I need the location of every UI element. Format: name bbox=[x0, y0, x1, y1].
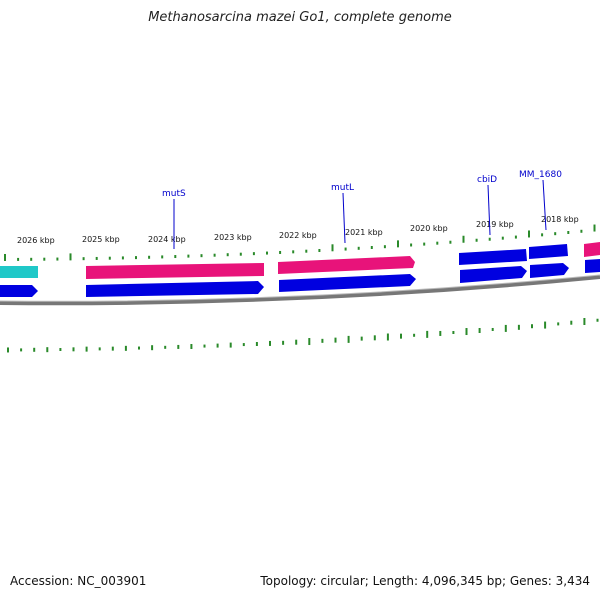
forward-gene-feature bbox=[584, 242, 600, 257]
kbp-label: 2020 kbp bbox=[410, 224, 448, 233]
kbp-label: 2021 kbp bbox=[345, 228, 383, 237]
gc-skew-ticks bbox=[7, 317, 599, 353]
reverse-strand-track bbox=[0, 244, 600, 297]
scale-ticks bbox=[4, 224, 596, 261]
kbp-label: 2023 kbp bbox=[214, 233, 252, 242]
forward-gene-feature bbox=[278, 256, 415, 274]
gene-label-leader bbox=[487, 184, 491, 236]
genome-backbone bbox=[0, 275, 600, 306]
gene-label: mutS bbox=[162, 189, 186, 199]
gene-label: cbiD bbox=[477, 175, 497, 185]
forward-gene-feature bbox=[86, 263, 264, 279]
accession-text: Accession: NC_003901 bbox=[10, 574, 147, 588]
gene-label: MM_1680 bbox=[519, 170, 562, 180]
kbp-label: 2019 kbp bbox=[476, 220, 514, 229]
reverse-gene-feature bbox=[530, 263, 569, 278]
kbp-label: 2025 kbp bbox=[82, 235, 120, 244]
reverse-gene-feature bbox=[279, 274, 416, 292]
kbp-label: 2026 kbp bbox=[17, 236, 55, 245]
gene-label: mutL bbox=[331, 183, 354, 193]
gene-label-leader bbox=[342, 192, 346, 244]
kbp-label: 2022 kbp bbox=[279, 231, 317, 240]
reverse-gene-feature bbox=[86, 281, 264, 297]
reverse-gene-feature bbox=[460, 266, 527, 283]
reverse-gene-feature bbox=[585, 259, 600, 273]
genome-stats-text: Topology: circular; Length: 4,096,345 bp… bbox=[260, 574, 590, 588]
gene-labels: mutS mutL cbiD MM_1680 bbox=[162, 170, 562, 249]
reverse-gene-feature bbox=[459, 249, 527, 265]
reverse-gene-feature bbox=[0, 285, 38, 297]
kbp-label: 2018 kbp bbox=[541, 215, 579, 224]
rna-gene-feature bbox=[0, 266, 38, 278]
map-title: Methanosarcina mazei Go1, complete genom… bbox=[148, 10, 452, 25]
forward-strand-track bbox=[0, 242, 600, 279]
reverse-gene-feature bbox=[529, 244, 568, 259]
kbp-labels: 2026 kbp 2025 kbp 2024 kbp 2023 kbp 2022… bbox=[17, 215, 579, 245]
gene-label-leader bbox=[542, 179, 547, 231]
kbp-label: 2024 kbp bbox=[148, 235, 186, 244]
genome-backbone-highlight bbox=[0, 274, 600, 302]
